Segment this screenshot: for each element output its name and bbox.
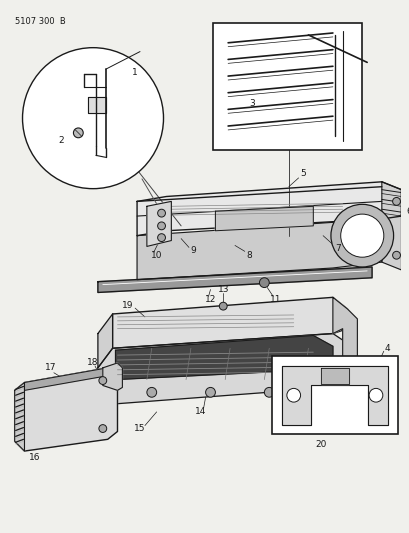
Circle shape <box>392 197 400 205</box>
Polygon shape <box>146 201 171 246</box>
Circle shape <box>330 204 393 267</box>
FancyBboxPatch shape <box>272 356 397 434</box>
Polygon shape <box>98 314 112 368</box>
FancyBboxPatch shape <box>213 23 362 150</box>
Text: 17: 17 <box>45 364 56 373</box>
Polygon shape <box>103 363 122 390</box>
Text: 8: 8 <box>246 251 252 260</box>
Text: 3: 3 <box>249 99 255 108</box>
Polygon shape <box>137 182 400 236</box>
Polygon shape <box>215 206 312 231</box>
Circle shape <box>259 278 269 287</box>
Circle shape <box>146 387 156 397</box>
Text: 13: 13 <box>217 285 228 294</box>
Circle shape <box>368 389 382 402</box>
Text: 16: 16 <box>29 454 40 463</box>
Text: 6: 6 <box>405 207 409 216</box>
Text: 5107 300  B: 5107 300 B <box>15 18 65 26</box>
Polygon shape <box>332 297 357 387</box>
Polygon shape <box>98 334 347 417</box>
Circle shape <box>157 233 165 241</box>
Text: 12: 12 <box>204 295 216 304</box>
Circle shape <box>286 389 300 402</box>
Polygon shape <box>115 336 332 379</box>
Text: 20: 20 <box>315 440 326 449</box>
Polygon shape <box>25 368 108 390</box>
Polygon shape <box>112 297 347 348</box>
Polygon shape <box>137 219 381 280</box>
Circle shape <box>205 387 215 397</box>
Text: 7: 7 <box>334 244 340 253</box>
Circle shape <box>157 209 165 217</box>
Circle shape <box>340 214 383 257</box>
Text: 10: 10 <box>151 251 162 260</box>
Circle shape <box>22 47 163 189</box>
Polygon shape <box>88 96 106 114</box>
Polygon shape <box>381 182 400 270</box>
Circle shape <box>73 128 83 138</box>
Text: 1: 1 <box>132 68 137 77</box>
Polygon shape <box>281 366 387 425</box>
Polygon shape <box>98 267 371 293</box>
Text: 9: 9 <box>189 246 195 255</box>
Text: 4: 4 <box>384 344 390 353</box>
Text: 19: 19 <box>121 301 133 310</box>
Polygon shape <box>15 383 25 451</box>
Circle shape <box>392 252 400 259</box>
Polygon shape <box>320 368 348 384</box>
Text: 14: 14 <box>195 407 206 416</box>
Text: 5: 5 <box>300 169 306 179</box>
Text: 18: 18 <box>87 358 99 367</box>
Circle shape <box>99 377 106 384</box>
Text: 11: 11 <box>270 295 281 304</box>
Circle shape <box>264 387 274 397</box>
Circle shape <box>99 425 106 432</box>
Text: 2: 2 <box>58 136 64 145</box>
Text: 15: 15 <box>134 424 146 433</box>
Circle shape <box>219 302 227 310</box>
Circle shape <box>157 222 165 230</box>
Polygon shape <box>15 368 117 451</box>
